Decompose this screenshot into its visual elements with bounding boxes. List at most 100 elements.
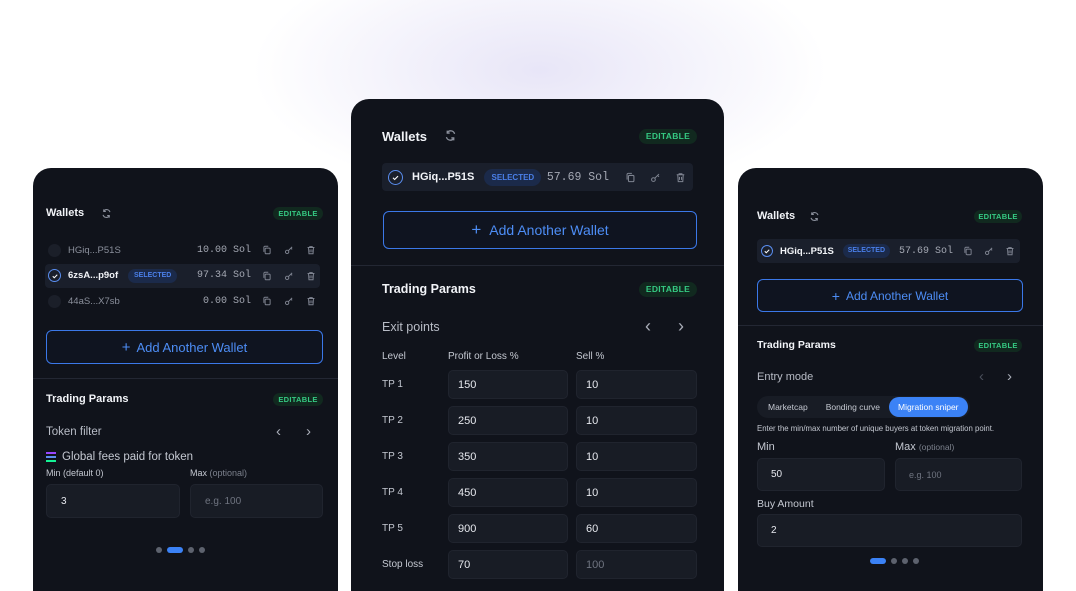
profit-loss-input[interactable]: 350 [448,442,568,471]
min-label: Min (default 0) [46,468,104,478]
key-icon[interactable] [983,246,995,256]
max-label-text: Max [190,468,208,478]
profit-loss-input[interactable]: 70 [448,550,568,579]
center-card: Wallets EDITABLE HGiq...P51S SELECTED 57… [351,99,724,591]
divider [351,265,724,266]
copy-icon[interactable] [261,296,273,306]
pager-dots[interactable] [156,547,205,553]
wallet-amount: 0.00 Sol [202,295,251,307]
trash-icon[interactable] [305,296,317,306]
editable-badge: EDITABLE [273,207,323,220]
mode-option-migration-sniper[interactable]: Migration sniper [889,397,968,417]
refresh-icon[interactable] [99,206,113,220]
chevron-right-icon[interactable]: › [1007,368,1012,385]
trash-icon[interactable] [1004,246,1016,256]
mode-option-marketcap[interactable]: Marketcap [768,402,808,412]
hint-text: Enter the min/max number of unique buyer… [757,424,995,433]
add-wallet-label: Add Another Wallet [136,339,248,355]
plus-icon: + [121,338,131,356]
wallets-title: Wallets [757,210,796,222]
chevron-left-icon[interactable]: ‹ [979,368,984,385]
radio-button[interactable] [48,243,61,257]
trash-icon[interactable] [673,172,687,183]
min-input[interactable]: 3 [46,484,180,518]
wallet-row[interactable]: 6zsA...p9of SELECTED 97.34 Sol [45,263,320,288]
wallets-title: Wallets [382,129,428,144]
trading-params-title: Trading Params [757,339,836,351]
pager-dot[interactable] [167,547,183,553]
max-label-text: Max [895,441,916,453]
wallet-row[interactable]: HGiq...P51S 10.00 Sol [45,238,320,262]
check-icon[interactable] [48,269,61,282]
trash-icon[interactable] [305,271,317,281]
mode-option-bonding-curve[interactable]: Bonding curve [825,402,881,412]
copy-icon[interactable] [261,245,273,255]
pager-dot[interactable] [199,547,205,553]
add-wallet-button[interactable]: + Add Another Wallet [46,330,323,364]
profit-loss-input[interactable]: 450 [448,478,568,507]
max-input[interactable]: e.g. 100 [895,458,1022,491]
pager-dot[interactable] [902,558,908,564]
wallet-row[interactable]: 44aS...X7sb 0.00 Sol [45,289,320,313]
wallet-name: 6zsA...p9of [68,270,119,281]
pager-dot[interactable] [156,547,162,553]
min-label: Min [757,441,775,453]
editable-badge: EDITABLE [974,210,1022,223]
chevron-right-icon[interactable]: › [306,423,311,440]
wallet-amount: 57.69 Sol [546,170,609,184]
profit-loss-input[interactable]: 150 [448,370,568,399]
profit-loss-input[interactable]: 900 [448,514,568,543]
pager-dots[interactable] [870,558,919,564]
pager-dot[interactable] [870,558,886,564]
sell-input[interactable]: 60 [576,514,697,543]
chevron-left-icon[interactable]: ‹ [276,423,281,440]
add-wallet-label: Add Another Wallet [489,222,609,238]
editable-badge: EDITABLE [639,282,697,297]
profit-loss-input[interactable]: 250 [448,406,568,435]
copy-icon[interactable] [623,172,637,183]
key-icon[interactable] [283,271,295,281]
sell-input[interactable]: 10 [576,442,697,471]
wallet-name: 44aS...X7sb [68,295,120,307]
copy-icon[interactable] [261,271,273,281]
sell-input[interactable]: 10 [576,406,697,435]
max-label: Max (optional) [190,468,247,478]
check-icon[interactable] [388,169,403,185]
wallet-name: HGiq...P51S [68,244,121,256]
chevron-left-icon[interactable]: ‹ [645,316,651,336]
pager-dot[interactable] [891,558,897,564]
right-card: Wallets EDITABLE HGiq...P51S SELECTED 57… [738,168,1043,591]
min-input[interactable]: 50 [757,458,885,491]
solana-icon [46,452,56,462]
header-sell: Sell % [576,351,605,362]
wallets-title: Wallets [46,207,85,219]
key-icon[interactable] [283,296,295,306]
editable-badge: EDITABLE [639,129,697,144]
key-icon[interactable] [648,172,662,183]
wallet-row[interactable]: HGiq...P51S SELECTED 57.69 Sol [757,239,1020,263]
max-input[interactable]: e.g. 100 [190,484,323,518]
refresh-icon[interactable] [443,128,458,143]
sell-input[interactable]: 10 [576,478,697,507]
add-wallet-button[interactable]: + Add Another Wallet [383,211,697,249]
check-icon[interactable] [761,245,773,257]
sell-input[interactable]: 10 [576,370,697,399]
max-label: Max (optional) [895,441,954,453]
buy-amount-input[interactable]: 2 [757,514,1022,547]
wallet-row[interactable]: HGiq...P51S SELECTED 57.69 Sol [382,163,693,191]
level-label: TP 4 [382,487,403,498]
copy-icon[interactable] [962,246,974,256]
add-wallet-button[interactable]: + Add Another Wallet [757,279,1023,312]
header-level: Level [382,351,406,362]
chevron-right-icon[interactable]: › [678,316,684,336]
wallet-name: HGiq...P51S [780,245,834,257]
pager-dot[interactable] [188,547,194,553]
plus-icon: + [471,220,482,239]
buy-amount-label: Buy Amount [757,498,814,510]
radio-button[interactable] [48,294,61,308]
pager-dot[interactable] [913,558,919,564]
trash-icon[interactable] [305,245,317,255]
sell-input[interactable]: 100 [576,550,697,579]
key-icon[interactable] [283,245,295,255]
refresh-icon[interactable] [807,209,821,223]
